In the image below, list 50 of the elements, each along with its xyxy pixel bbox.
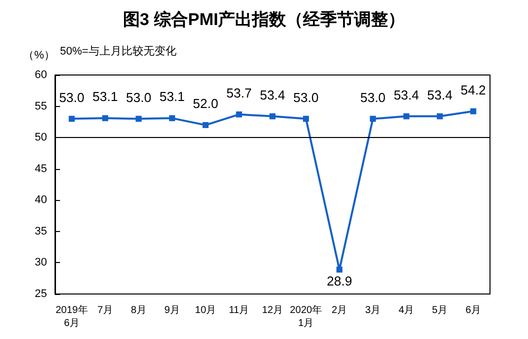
x-tick-label: 12月	[262, 305, 284, 316]
point	[236, 111, 242, 118]
point	[136, 116, 142, 122]
data-label: 53.1	[159, 89, 185, 104]
x-tick-label: 5月	[432, 305, 448, 316]
y-tick-label: 25	[34, 288, 47, 300]
point	[403, 113, 410, 120]
x-tick-label: 2020年 1月	[290, 304, 322, 329]
y-tick-label: 30	[34, 256, 47, 269]
x-tick-label: 2月	[332, 305, 348, 316]
data-label: 53.1	[92, 89, 118, 104]
y-tick-label: 45	[34, 162, 47, 175]
data-label: 53.0	[59, 90, 84, 105]
y-tick-label: 35	[34, 225, 47, 238]
point	[336, 266, 342, 273]
point	[470, 108, 476, 114]
point	[436, 113, 443, 120]
y-tick-label: 50	[34, 132, 47, 144]
data-label: 53.4	[427, 87, 452, 102]
x-tick-label: 2019年 6月	[56, 304, 88, 329]
y-axis-title: （%）	[23, 50, 55, 62]
x-tick-label: 4月	[398, 305, 414, 316]
point	[270, 113, 276, 120]
data-label: 54.2	[460, 82, 486, 98]
x-tick-label: 7月	[97, 305, 113, 316]
point	[370, 116, 376, 122]
data-label: 53.4	[260, 87, 286, 102]
point	[102, 115, 108, 122]
x-tick-label: 8月	[130, 305, 146, 316]
point	[169, 115, 176, 122]
y-tick-label: 55	[34, 100, 47, 112]
y-tick-label: 60	[34, 69, 47, 81]
data-label: 53.0	[293, 90, 319, 105]
data-label: 53.0	[360, 90, 386, 105]
x-tick-label: 6月	[465, 305, 482, 316]
point	[68, 116, 75, 122]
data-label: 53.0	[126, 90, 152, 105]
point	[302, 116, 309, 122]
point	[202, 122, 209, 128]
x-tick-label: 10月	[195, 305, 216, 316]
x-tick-label: 11月	[228, 305, 250, 316]
data-label: 53.4	[394, 87, 419, 102]
data-label: 52.0	[192, 96, 218, 112]
chart-title: 图3 综合PMI产出指数（经季节调整）	[122, 10, 406, 29]
data-label: 53.7	[226, 85, 252, 100]
x-tick-label: 9月	[164, 305, 180, 316]
data-label: 28.9	[326, 274, 352, 289]
y-tick-label: 40	[34, 194, 47, 206]
text: 50%=与上月比较无变化	[60, 44, 176, 58]
x-tick-label: 3月	[365, 305, 381, 316]
